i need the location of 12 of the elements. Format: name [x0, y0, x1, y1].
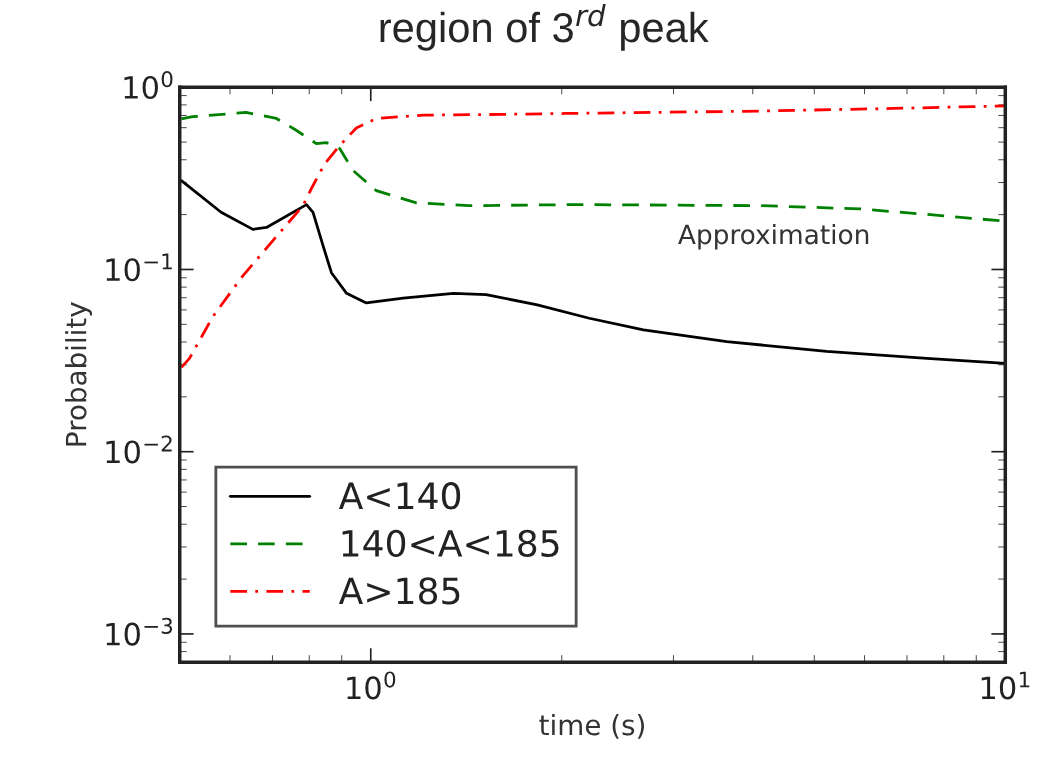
chart-title: region of 3$^{rd}$ peak — [380, 3, 709, 51]
x-axis-title: time (s) — [539, 713, 644, 739]
x-tick-label: 10$^{1}$ — [981, 671, 1030, 700]
y-axis-title: Probability — [65, 302, 92, 446]
legend-label: A>185 — [338, 577, 460, 605]
y-tick-label: 10$^{−3}$ — [106, 617, 173, 646]
y-tick-label: 10$^{−1}$ — [106, 253, 172, 282]
y-tick-label: 10$^{0}$ — [124, 71, 173, 100]
legend-label: A<140 — [338, 482, 461, 510]
legend-label: 140<A<185 — [342, 529, 559, 558]
y-tick-label: 10$^{−2}$ — [106, 435, 172, 464]
annotation: Approximation — [678, 223, 869, 250]
